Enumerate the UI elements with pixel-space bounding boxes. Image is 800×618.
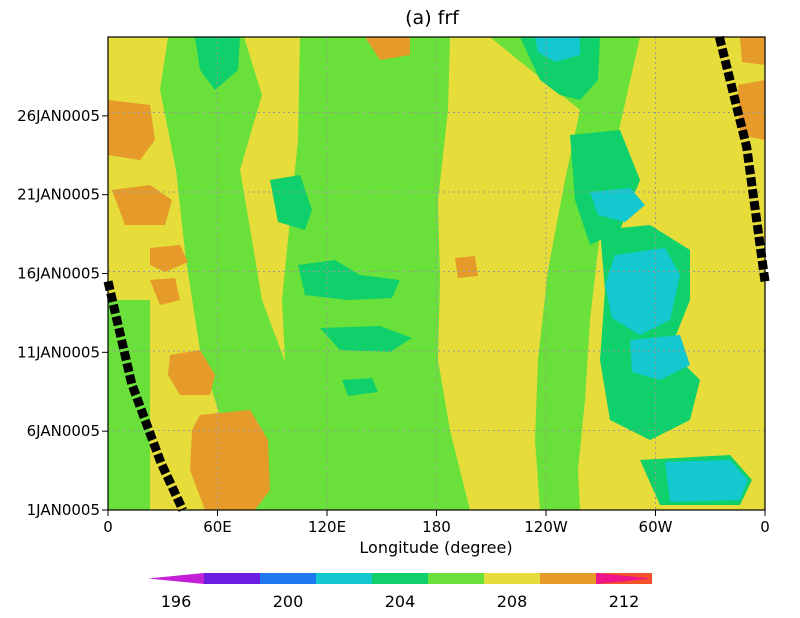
contour-band-205 <box>282 37 470 510</box>
contour-band-210 <box>112 185 172 225</box>
x-tick-label: 60E <box>203 518 232 536</box>
x-tick-label: 0 <box>760 518 770 536</box>
contour-band-210 <box>365 37 410 60</box>
contour-band-205 <box>108 300 150 510</box>
phase-lines <box>103 35 770 512</box>
contour-band-203 <box>342 378 378 396</box>
colorbar-segment <box>484 573 540 584</box>
colorbar-label: 212 <box>609 592 640 611</box>
x-tick-label: 180 <box>422 518 451 536</box>
contour-band-210 <box>190 410 270 510</box>
colorbar-label: 196 <box>161 592 192 611</box>
contour-band-210 <box>150 245 188 272</box>
y-tick-label: 26JAN0005 <box>17 107 100 125</box>
x-tick-label: 120W <box>524 518 568 536</box>
contour-band-210 <box>168 350 215 395</box>
colorbar-segment <box>260 573 316 584</box>
contour-band-210 <box>150 278 180 305</box>
colorbar: 196 200 204 208 212 <box>148 573 652 611</box>
grid-lines <box>108 37 765 510</box>
colorbar-segment <box>204 573 260 584</box>
contour-band-203 <box>298 260 400 300</box>
contour-band-201 <box>590 188 645 222</box>
contour-band-205 <box>160 37 324 510</box>
contour-band-210 <box>108 100 155 160</box>
y-tick-label: 6JAN0005 <box>27 422 100 440</box>
colorbar-label: 204 <box>385 592 416 611</box>
contour-band-201 <box>630 335 690 380</box>
contour-band-203 <box>320 326 412 352</box>
x-tick-label: 120E <box>308 518 346 536</box>
colorbar-segment <box>596 573 652 584</box>
colorbar-segment <box>428 573 484 584</box>
y-tick-label: 16JAN0005 <box>17 265 100 283</box>
x-tick-label: 60W <box>639 518 673 536</box>
colorbar-segment <box>540 573 596 584</box>
colorbar-segment <box>372 573 428 584</box>
colorbar-label: 200 <box>273 592 304 611</box>
y-tick-label: 11JAN0005 <box>17 343 100 361</box>
x-tick-label: 0 <box>103 518 113 536</box>
x-axis-label: Longitude (degree) <box>359 538 512 557</box>
colorbar-segment <box>316 573 372 584</box>
x-axis: 0 60E 120E 180 120W 60W 0 <box>103 510 770 536</box>
colorbar-segment <box>148 573 204 584</box>
y-tick-label: 21JAN0005 <box>17 186 100 204</box>
contour-band-210 <box>740 37 765 65</box>
contour-band-210 <box>455 256 478 278</box>
phase-line-west <box>103 280 187 512</box>
plot-area <box>103 35 770 512</box>
y-axis: 1JAN0005 6JAN0005 11JAN0005 16JAN0005 21JAN0… <box>17 107 108 519</box>
y-tick-label: 1JAN0005 <box>27 501 100 519</box>
colorbar-label: 208 <box>497 592 528 611</box>
chart-title: (a) frf <box>405 7 460 29</box>
contour-band-203 <box>270 175 312 230</box>
phase-line-east <box>715 35 770 282</box>
contour-band-201 <box>665 460 748 502</box>
contour-band-201 <box>605 248 680 335</box>
